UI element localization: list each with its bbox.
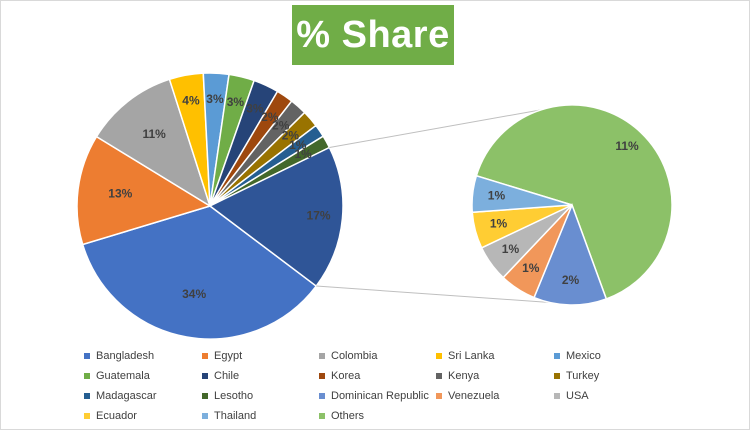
legend-swatch bbox=[554, 353, 560, 359]
legend-item-egypt: Egypt bbox=[202, 346, 242, 366]
slice-colombia bbox=[95, 78, 212, 208]
legend-label: Egypt bbox=[214, 350, 243, 362]
legend-label: Mexico bbox=[566, 350, 601, 362]
label-other-combined: 17% bbox=[307, 209, 331, 223]
label-secondary-dominican-republic: 2% bbox=[562, 273, 580, 287]
slice-secondary-dominican-republic bbox=[533, 202, 608, 306]
legend-label: Lesotho bbox=[214, 390, 254, 402]
label-secondary-venezuela: 1% bbox=[522, 261, 540, 275]
legend-swatch bbox=[319, 413, 325, 419]
chart-title-box: % Share bbox=[292, 5, 454, 65]
legend-row: Madagascar Lesotho Dominican Republic Venez… bbox=[84, 386, 684, 406]
legend-swatch bbox=[319, 373, 325, 379]
legend-swatch bbox=[202, 373, 208, 379]
legend-item-turkey: Turkey bbox=[554, 366, 599, 386]
label-secondary-others: 11% bbox=[615, 139, 639, 153]
legend-label: Thailand bbox=[214, 410, 257, 422]
legend-swatch bbox=[436, 373, 442, 379]
legend-swatch bbox=[202, 393, 208, 399]
slice-bangladesh bbox=[81, 205, 318, 340]
connector-line-bottom bbox=[316, 285, 558, 304]
label-colombia: 11% bbox=[142, 127, 166, 141]
legend-label: Sri Lanka bbox=[448, 350, 495, 362]
legend-item-bangladesh: Bangladesh bbox=[84, 346, 154, 366]
legend-label: Ecuador bbox=[96, 410, 137, 422]
legend-swatch bbox=[84, 393, 90, 399]
legend-label: Chile bbox=[214, 370, 240, 382]
legend-item-venezuela: Venezuela bbox=[436, 386, 499, 406]
pie-of-pie-chart: 34%13%11%4% 3% 3% 3%2%2%2%1%1%17%11%2%1%1%1… bbox=[76, 72, 673, 340]
legend-item-korea: Korea bbox=[319, 366, 360, 386]
legend-swatch bbox=[436, 353, 442, 359]
legend-swatch bbox=[554, 393, 560, 399]
legend-item-chile: Chile bbox=[202, 366, 239, 386]
legend-label: Turkey bbox=[566, 370, 600, 382]
legend-label: Colombia bbox=[331, 350, 378, 362]
label-secondary-ecuador: 1% bbox=[490, 217, 508, 231]
legend-item-thailand: Thailand bbox=[202, 406, 256, 426]
legend-item-sri-lanka: Sri Lanka bbox=[436, 346, 494, 366]
slice-other-combined bbox=[208, 146, 344, 288]
legend-label: Dominican Republic bbox=[331, 390, 429, 402]
chart-title: % Share bbox=[296, 13, 450, 56]
label-secondary-usa: 1% bbox=[502, 242, 520, 256]
legend-swatch bbox=[84, 373, 90, 379]
legend-row: Guatemala Chile Korea Kenya Turkey bbox=[84, 366, 684, 386]
legend-label: Madagascar bbox=[96, 390, 157, 402]
legend-label: USA bbox=[566, 390, 589, 402]
legend-swatch bbox=[84, 353, 90, 359]
legend-swatch bbox=[554, 373, 560, 379]
legend-label: Bangladesh bbox=[96, 350, 155, 362]
slice-secondary-others bbox=[475, 104, 673, 300]
legend-label: Others bbox=[331, 410, 365, 422]
legend-label: Korea bbox=[331, 370, 361, 382]
label-korea: 2% bbox=[261, 110, 279, 124]
label-chile: 3% bbox=[246, 102, 264, 116]
legend-item-guatemala: Guatemala bbox=[84, 366, 150, 386]
legend-row: Ecuador Thailand Others bbox=[84, 406, 684, 426]
label-mexico: 3% bbox=[206, 92, 224, 106]
label-sri-lanka: 4% bbox=[182, 93, 200, 107]
legend-item-colombia: Colombia bbox=[319, 346, 377, 366]
slice-secondary-thailand bbox=[471, 174, 573, 214]
legend-item-madagascar: Madagascar bbox=[84, 386, 157, 406]
legend-swatch bbox=[84, 413, 90, 419]
legend-label: Venezuela bbox=[448, 390, 500, 402]
label-bangladesh: 34% bbox=[182, 287, 206, 301]
legend-item-lesotho: Lesotho bbox=[202, 386, 253, 406]
connector-line-top bbox=[329, 106, 558, 148]
label-secondary-thailand: 1% bbox=[488, 189, 506, 203]
label-guatemala: 3% bbox=[227, 95, 245, 109]
legend-swatch bbox=[319, 393, 325, 399]
legend-label: Kenya bbox=[448, 370, 480, 382]
legend-row: Bangladesh Egypt Colombia Sri Lanka Mexico bbox=[84, 346, 684, 366]
label-madagascar: 1% bbox=[289, 138, 307, 152]
legend-swatch bbox=[319, 353, 325, 359]
legend-item-dominican-republic: Dominican Republic bbox=[319, 386, 429, 406]
label-egypt: 13% bbox=[108, 187, 132, 201]
legend-label: Guatemala bbox=[96, 370, 150, 382]
label-kenya: 2% bbox=[272, 119, 290, 133]
legend-swatch bbox=[202, 353, 208, 359]
chart-legend: Bangladesh Egypt Colombia Sri Lanka Mexico Gu… bbox=[84, 346, 684, 426]
legend-swatch bbox=[202, 413, 208, 419]
legend-item-kenya: Kenya bbox=[436, 366, 479, 386]
legend-item-others: Others bbox=[319, 406, 364, 426]
label-lesotho: 1% bbox=[294, 147, 312, 161]
slice-egypt bbox=[76, 135, 212, 246]
legend-swatch bbox=[436, 393, 442, 399]
legend-item-mexico: Mexico bbox=[554, 346, 601, 366]
legend-item-usa: USA bbox=[554, 386, 589, 406]
label-turkey: 2% bbox=[282, 128, 300, 142]
legend-item-ecuador: Ecuador bbox=[84, 406, 137, 426]
